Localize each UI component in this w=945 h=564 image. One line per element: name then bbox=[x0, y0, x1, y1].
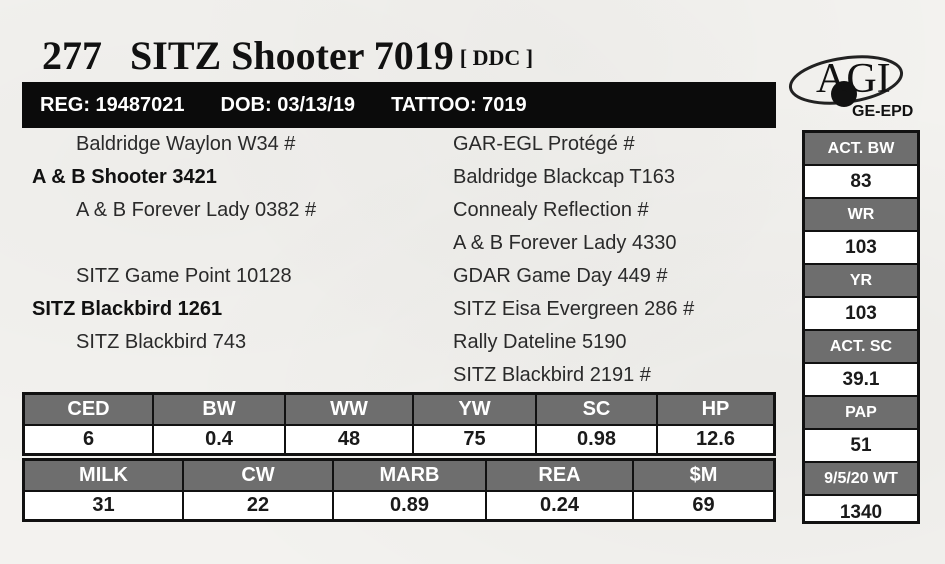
epd-value: 6 bbox=[82, 428, 95, 450]
epd-label: SC bbox=[537, 395, 656, 426]
svg-text:GE-EPD: GE-EPD bbox=[852, 103, 913, 120]
stat-value-weight: 1340 bbox=[839, 501, 883, 523]
pedigree-right-3: Connealy Reflection # bbox=[453, 199, 649, 221]
stat-label-act-sc: ACT. SC bbox=[805, 331, 917, 364]
epd-value: 31 bbox=[92, 494, 115, 516]
tattoo: TATTOO: 7019 bbox=[391, 93, 527, 116]
agi-ge-epd-logo: AGI GE-EPD bbox=[788, 55, 913, 120]
epd-value: 48 bbox=[337, 428, 361, 450]
pedigree-dam: SITZ Blackbird 1261 bbox=[32, 298, 223, 320]
performance-stats-panel: ACT. BW 83 WR 103 YR 103 ACT. SC 39.1 PA… bbox=[802, 130, 920, 524]
pedigree-right-4: A & B Forever Lady 4330 bbox=[453, 232, 677, 254]
epd-label: HP bbox=[658, 395, 773, 426]
epd-label: $M bbox=[634, 461, 773, 492]
epd-ced: CED 6 bbox=[25, 395, 154, 453]
ddc-tag: [ DDC ] bbox=[459, 45, 534, 70]
epd-value: 0.89 bbox=[390, 494, 429, 516]
epd-value: 22 bbox=[246, 494, 270, 516]
birth-date: DOB: 03/13/19 bbox=[220, 93, 356, 116]
pedigree-right-6: SITZ Eisa Evergreen 286 # bbox=[453, 298, 695, 320]
epd-ww: WW 48 bbox=[286, 395, 414, 453]
epd-dollar-m: $M 69 bbox=[634, 461, 773, 519]
stat-label-act-bw: ACT. BW bbox=[805, 133, 917, 166]
stat-label-pap: PAP bbox=[805, 397, 917, 430]
epd-value: 12.6 bbox=[696, 428, 735, 450]
epd-value: 69 bbox=[692, 494, 715, 516]
svg-text:AGI: AGI bbox=[816, 56, 891, 102]
epd-label: CED bbox=[25, 395, 152, 426]
pedigree-sire-sire: Baldridge Waylon W34 # bbox=[76, 133, 296, 155]
pedigree-right-1: GAR-EGL Protégé # bbox=[453, 133, 635, 155]
epd-value: 0.24 bbox=[540, 494, 579, 516]
pedigree-right-2: Baldridge Blackcap T163 bbox=[453, 166, 675, 188]
epd-milk: MILK 31 bbox=[25, 461, 184, 519]
epd-table-row-2: MILK 31 CW 22 MARB 0.89 REA 0.24 $M 69 bbox=[22, 458, 776, 522]
epd-rea: REA 0.24 bbox=[487, 461, 634, 519]
stat-value-wr: 103 bbox=[805, 232, 917, 265]
epd-hp: HP 12.6 bbox=[658, 395, 773, 453]
reg-number: REG: 19487021 bbox=[40, 93, 185, 116]
epd-value: 0.98 bbox=[577, 428, 616, 450]
epd-label: WW bbox=[286, 395, 412, 426]
lot-number: 277 bbox=[42, 33, 102, 78]
epd-label: REA bbox=[487, 461, 632, 492]
epd-yw: YW 75 bbox=[414, 395, 537, 453]
stat-label-wr: WR bbox=[805, 199, 917, 232]
pedigree-right-7: Rally Dateline 5190 bbox=[453, 331, 627, 353]
epd-label: MILK bbox=[25, 461, 182, 492]
epd-value: 0.4 bbox=[205, 428, 233, 450]
epd-bw: BW 0.4 bbox=[154, 395, 286, 453]
stat-value-pap: 51 bbox=[805, 430, 917, 463]
animal-name: SITZ Shooter 7019 bbox=[130, 33, 454, 78]
epd-label: BW bbox=[154, 395, 284, 426]
stat-value-act-bw: 83 bbox=[805, 166, 917, 199]
stat-value-act-sc: 39.1 bbox=[805, 364, 917, 397]
pedigree-dam-sire: SITZ Game Point 10128 bbox=[76, 265, 292, 287]
epd-table-row-1: CED 6 BW 0.4 WW 48 YW 75 SC 0.98 HP 12.6 bbox=[22, 392, 776, 456]
stat-label-weight: 9/5/20 WT bbox=[805, 463, 917, 496]
pedigree-right-5: GDAR Game Day 449 # bbox=[453, 265, 668, 287]
pedigree-dam-dam: SITZ Blackbird 743 bbox=[76, 331, 247, 353]
page-title: 277 SITZ Shooter 7019[ DDC ] bbox=[42, 32, 533, 79]
epd-cw: CW 22 bbox=[184, 461, 334, 519]
pedigree-right-8: SITZ Blackbird 2191 # bbox=[453, 364, 651, 386]
epd-label: MARB bbox=[334, 461, 485, 492]
registration-bar: REG: 19487021 DOB: 03/13/19 TATTOO: 7019 bbox=[22, 82, 776, 128]
stat-label-yr: YR bbox=[805, 265, 917, 298]
stat-value-yr: 103 bbox=[805, 298, 917, 331]
epd-value: 75 bbox=[463, 428, 486, 450]
epd-label: YW bbox=[414, 395, 535, 426]
epd-sc: SC 0.98 bbox=[537, 395, 658, 453]
epd-marb: MARB 0.89 bbox=[334, 461, 487, 519]
pedigree-sire-dam: A & B Forever Lady 0382 # bbox=[76, 199, 317, 221]
epd-label: CW bbox=[184, 461, 332, 492]
pedigree-sire: A & B Shooter 3421 bbox=[32, 166, 217, 188]
